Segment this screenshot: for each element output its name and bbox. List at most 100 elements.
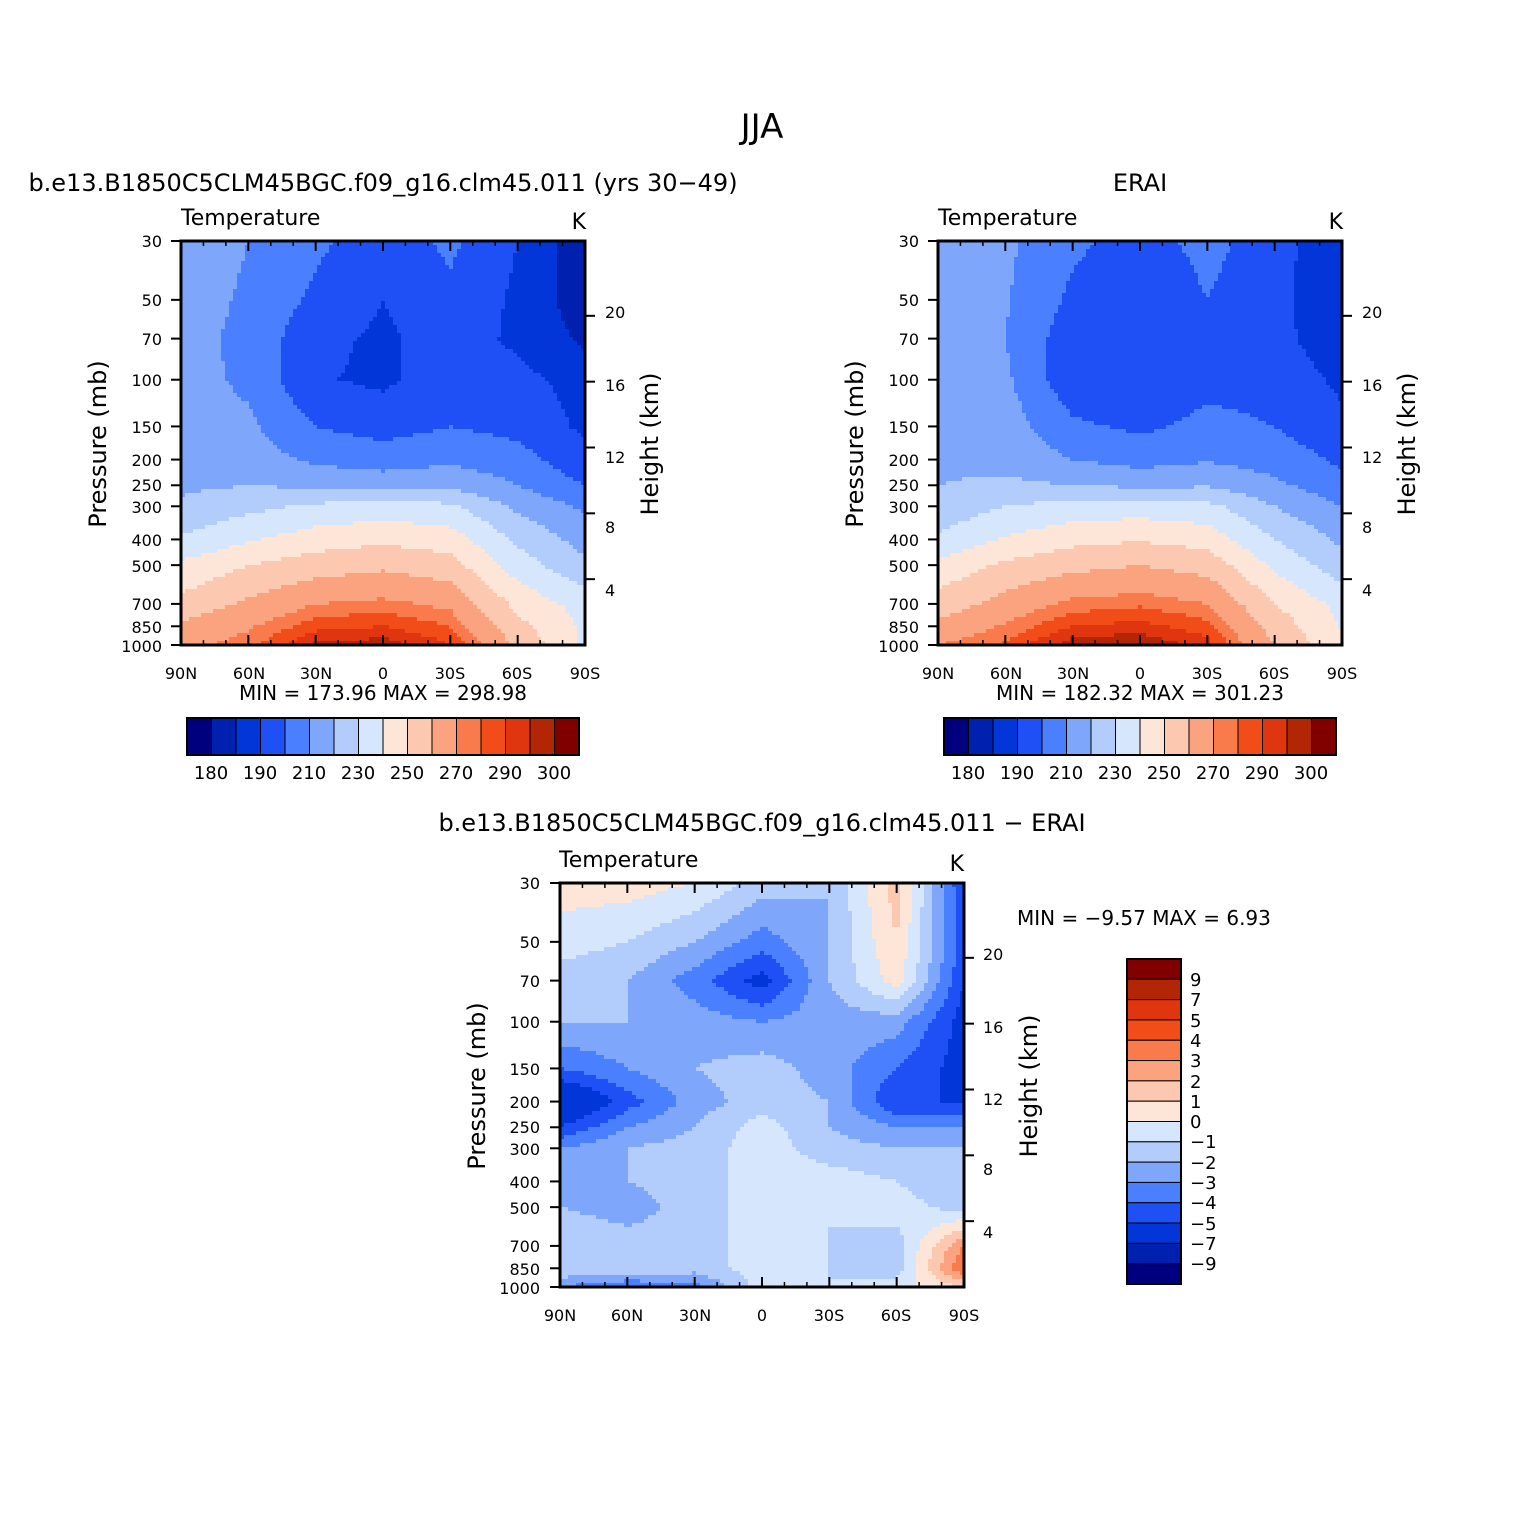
field-cell [573, 305, 578, 310]
field-cell [333, 437, 338, 442]
field-cell [229, 381, 234, 386]
field-cell [513, 317, 518, 322]
field-cell [301, 421, 306, 426]
field-cell [473, 433, 478, 438]
field-cell [297, 337, 302, 342]
field-cell [217, 417, 222, 422]
field-cell [429, 345, 434, 350]
field-cell [361, 405, 366, 410]
field-cell [453, 417, 458, 422]
field-cell [565, 325, 570, 330]
field-cell [393, 381, 398, 386]
field-cell [561, 361, 566, 366]
field-cell [197, 433, 202, 438]
field-cell [417, 309, 422, 314]
field-cell [557, 381, 562, 386]
field-cell [193, 337, 198, 342]
field-cell [361, 317, 366, 322]
field-cell [281, 265, 286, 270]
field-cell [393, 373, 398, 378]
field-cell [321, 289, 326, 294]
field-cell [345, 245, 350, 250]
field-cell [349, 273, 354, 278]
field-cell [409, 353, 414, 358]
field-cell [305, 309, 310, 314]
field-cell [245, 333, 250, 338]
field-cell [481, 421, 486, 426]
field-cell [345, 277, 350, 282]
field-cell [261, 437, 266, 442]
field-cell [521, 361, 526, 366]
field-cell [377, 389, 382, 394]
field-cell [317, 297, 322, 302]
field-cell [301, 249, 306, 254]
field-cell [349, 393, 354, 398]
field-cell [237, 273, 242, 278]
field-cell [285, 293, 290, 298]
field-cell [189, 249, 194, 254]
field-cell [297, 313, 302, 318]
field-cell [501, 309, 506, 314]
field-cell [497, 301, 502, 306]
field-cell [341, 409, 346, 414]
field-cell [333, 333, 338, 338]
field-cell [241, 409, 246, 414]
field-cell [341, 429, 346, 434]
field-cell [301, 425, 306, 430]
field-cell [509, 301, 514, 306]
field-cell [461, 273, 466, 278]
field-cell [477, 261, 482, 266]
field-cell [217, 357, 222, 362]
field-cell [389, 377, 394, 382]
field-cell [461, 297, 466, 302]
field-cell [205, 421, 210, 426]
field-cell [249, 413, 254, 418]
field-cell [505, 353, 510, 358]
field-cell [533, 257, 538, 262]
field-cell [537, 357, 542, 362]
field-cell [473, 345, 478, 350]
field-cell [445, 401, 450, 406]
field-cell [309, 385, 314, 390]
field-cell [517, 253, 522, 258]
field-cell [529, 281, 534, 286]
field-cell [493, 333, 498, 338]
field-cell [353, 309, 358, 314]
field-cell [389, 429, 394, 434]
field-cell [297, 301, 302, 306]
field-cell [265, 365, 270, 370]
field-cell [229, 429, 234, 434]
field-cell [457, 409, 462, 414]
field-cell [233, 277, 238, 282]
field-cell [441, 301, 446, 306]
field-cell [277, 353, 282, 358]
field-cell [449, 305, 454, 310]
field-cell [249, 253, 254, 258]
field-cell [309, 369, 314, 374]
field-cell [413, 373, 418, 378]
field-cell [189, 257, 194, 262]
field-cell [365, 313, 370, 318]
field-cell [397, 293, 402, 298]
field-cell [245, 385, 250, 390]
field-cell [277, 269, 282, 274]
field-cell [245, 269, 250, 274]
field-cell [509, 317, 514, 322]
field-cell [553, 265, 558, 270]
field-cell [225, 421, 230, 426]
field-cell [501, 253, 506, 258]
field-cell [401, 241, 406, 246]
field-cell [461, 265, 466, 270]
field-cell [449, 293, 454, 298]
field-cell [345, 429, 350, 434]
field-cell [493, 309, 498, 314]
field-cell [181, 257, 186, 262]
field-cell [501, 257, 506, 262]
field-cell [329, 361, 334, 366]
field-cell [417, 249, 422, 254]
field-cell [217, 325, 222, 330]
field-cell [469, 417, 474, 422]
field-cell [213, 321, 218, 326]
field-cell [473, 257, 478, 262]
field-cell [437, 377, 442, 382]
